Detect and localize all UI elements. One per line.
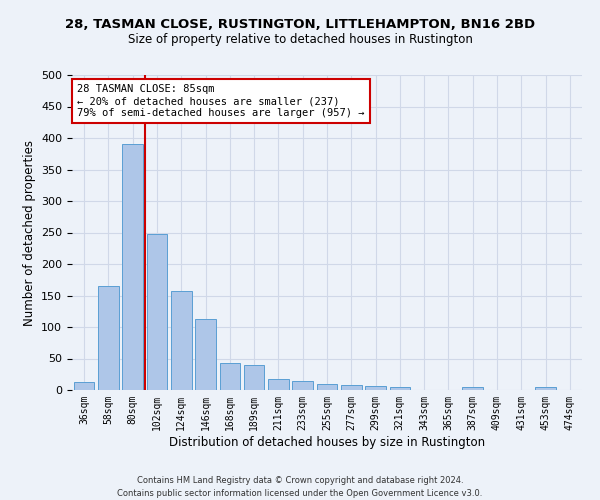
Bar: [98, 286, 119, 390]
Y-axis label: Number of detached properties: Number of detached properties: [23, 140, 35, 326]
Bar: [463, 387, 483, 390]
Bar: [317, 384, 337, 390]
Bar: [535, 387, 556, 390]
Bar: [195, 319, 216, 390]
Bar: [74, 382, 94, 390]
Text: Contains HM Land Registry data © Crown copyright and database right 2024.
Contai: Contains HM Land Registry data © Crown c…: [118, 476, 482, 498]
Text: 28, TASMAN CLOSE, RUSTINGTON, LITTLEHAMPTON, BN16 2BD: 28, TASMAN CLOSE, RUSTINGTON, LITTLEHAMP…: [65, 18, 535, 30]
Bar: [365, 386, 386, 390]
Bar: [389, 388, 410, 390]
Bar: [122, 144, 143, 390]
Text: 28 TASMAN CLOSE: 85sqm
← 20% of detached houses are smaller (237)
79% of semi-de: 28 TASMAN CLOSE: 85sqm ← 20% of detached…: [77, 84, 365, 117]
Bar: [171, 291, 191, 390]
Bar: [268, 380, 289, 390]
Bar: [244, 366, 265, 390]
Text: Size of property relative to detached houses in Rustington: Size of property relative to detached ho…: [128, 32, 472, 46]
Bar: [292, 380, 313, 390]
Bar: [220, 363, 240, 390]
Bar: [341, 385, 362, 390]
X-axis label: Distribution of detached houses by size in Rustington: Distribution of detached houses by size …: [169, 436, 485, 448]
Bar: [146, 234, 167, 390]
